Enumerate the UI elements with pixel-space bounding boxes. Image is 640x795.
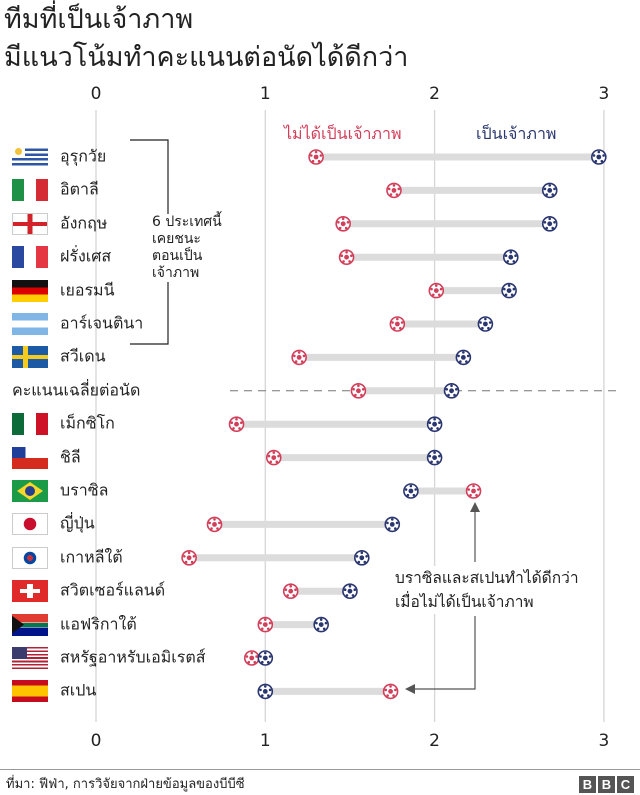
not-host-ball-icon xyxy=(465,483,482,499)
not-host-ball-icon xyxy=(428,282,445,299)
flag-france-icon xyxy=(12,246,48,269)
x-tick-label: 1 xyxy=(259,731,271,751)
country-label: ฝรั่งเศส xyxy=(60,246,112,266)
footer-divider xyxy=(0,769,640,770)
flag-germany-icon xyxy=(12,279,48,302)
not-host-ball-icon xyxy=(228,416,245,433)
not-host-ball-icon xyxy=(389,316,406,332)
country-label: สหรัฐอาหรับเอมิเรตส์ xyxy=(60,647,206,667)
flag-switzerland-icon xyxy=(12,580,48,603)
annotation-line: เมื่อไม่ได้เป็นเจ้าภาพ xyxy=(395,593,534,611)
chart-title-line-2: มีแนวโน้มทำคะแนนต่อนัดได้ดีกว่า xyxy=(4,42,409,73)
logo-letter: C xyxy=(617,776,634,793)
host-ball-icon xyxy=(257,683,274,700)
host-ball-icon xyxy=(591,149,607,165)
host-ball-icon xyxy=(443,382,460,399)
not-host-ball-icon xyxy=(338,249,355,266)
not-host-ball-icon xyxy=(265,449,282,466)
not-host-ball-icon xyxy=(257,616,274,633)
host-ball-icon xyxy=(426,416,443,433)
x-tick-label: 2 xyxy=(429,84,440,104)
legend-host: เป็นเจ้าภาพ xyxy=(476,124,557,143)
bracket-note-line: ตอนเป็น xyxy=(152,248,203,264)
host-ball-icon xyxy=(342,583,358,600)
flag-usa-icon xyxy=(12,647,48,669)
flag-argentina-icon xyxy=(12,313,48,335)
country-label: เม็กซิโก xyxy=(60,413,115,433)
country-label: ชิลี xyxy=(60,447,81,467)
not-host-ball-icon xyxy=(206,516,223,533)
host-ball-icon xyxy=(477,316,494,332)
flag-south-africa-icon xyxy=(12,613,48,636)
flag-spain-icon xyxy=(12,680,48,703)
country-label: แอฟริกาใต้ xyxy=(60,614,137,634)
country-label: อาร์เจนตินา xyxy=(60,313,144,333)
not-host-ball-icon xyxy=(243,650,260,666)
host-ball-icon xyxy=(541,182,558,199)
flag-chile-icon xyxy=(12,446,48,469)
country-label: สวีเดน xyxy=(60,346,106,366)
country-label: อุรุกวัย xyxy=(60,146,107,166)
not-host-ball-icon xyxy=(291,349,307,366)
bbc-logo: B B C xyxy=(579,776,634,793)
country-label: สเปน xyxy=(60,680,97,700)
x-tick-label: 3 xyxy=(598,84,610,104)
host-ball-icon xyxy=(426,449,443,466)
not-host-ball-icon xyxy=(382,683,399,700)
host-ball-icon xyxy=(354,549,370,566)
country-label: อังกฤษ xyxy=(60,213,108,233)
arrow-head-icon xyxy=(470,502,480,512)
not-host-ball-icon xyxy=(282,583,299,600)
not-host-ball-icon xyxy=(181,549,197,566)
host-ball-icon xyxy=(502,249,519,266)
flag-mexico-icon xyxy=(12,413,48,436)
flag-uruguay-icon xyxy=(12,146,48,168)
source-text: ที่มา: ฟีฟ่า, การวิจัยจากฝ่ายข้อมูลของบี… xyxy=(6,777,245,792)
host-ball-icon xyxy=(403,483,419,499)
country-label: บราซิล xyxy=(60,480,109,500)
flag-italy-icon xyxy=(12,179,48,202)
host-ball-icon xyxy=(313,616,329,633)
bracket-note: 6 ประเทศนี้ เคยชนะ ตอนเป็น เจ้าภาพ xyxy=(150,214,224,282)
not-host-ball-icon xyxy=(308,149,324,165)
bracket-note-line: เคยชนะ xyxy=(152,231,201,247)
not-host-ball-icon xyxy=(335,216,351,232)
bracket-note-line: 6 ประเทศนี้ xyxy=(152,214,222,230)
arrow-head-icon xyxy=(405,684,415,694)
x-tick-label: 3 xyxy=(598,731,610,751)
x-tick-label: 1 xyxy=(259,84,271,104)
bracket-note-line: เจ้าภาพ xyxy=(152,265,200,281)
host-ball-icon xyxy=(455,349,472,366)
logo-letter: B xyxy=(598,776,615,793)
host-ball-icon xyxy=(257,650,274,666)
flag-england-icon xyxy=(12,212,48,235)
flag-brazil-icon xyxy=(12,480,48,502)
country-label: สวิตเซอร์แลนด์ xyxy=(60,580,166,600)
not-host-ball-icon xyxy=(386,182,402,199)
chart-title-line-1: ทีมที่เป็นเจ้าภาพ xyxy=(4,4,194,35)
country-label: เยอรมนี xyxy=(60,280,115,300)
x-tick-label: 0 xyxy=(90,731,102,751)
flag-japan-icon xyxy=(12,513,48,536)
host-ball-icon xyxy=(541,216,558,232)
flag-korea-icon xyxy=(12,546,48,569)
country-label: อิตาลี xyxy=(60,179,99,199)
x-tick-label: 2 xyxy=(429,731,440,751)
host-ball-icon xyxy=(384,516,401,533)
average-label: คะแนนเฉลี่ยต่อนัด xyxy=(12,380,141,400)
logo-letter: B xyxy=(579,776,596,793)
x-tick-label: 0 xyxy=(90,84,102,104)
country-label: ญี่ปุ่น xyxy=(60,513,95,533)
country-label: เกาหลีใต้ xyxy=(60,547,123,567)
host-ball-icon xyxy=(501,282,517,299)
annotation-connector xyxy=(412,616,476,690)
legend-not-host: ไม่ได้เป็นเจ้าภาพ xyxy=(284,124,402,143)
not-host-ball-icon xyxy=(350,382,367,399)
annotation-note: บราซิลและสเปนทำได้ดีกว่า เมื่อไม่ได้เป็น… xyxy=(392,566,582,614)
flag-sweden-icon xyxy=(12,346,48,369)
annotation-line: บราซิลและสเปนทำได้ดีกว่า xyxy=(395,569,579,587)
